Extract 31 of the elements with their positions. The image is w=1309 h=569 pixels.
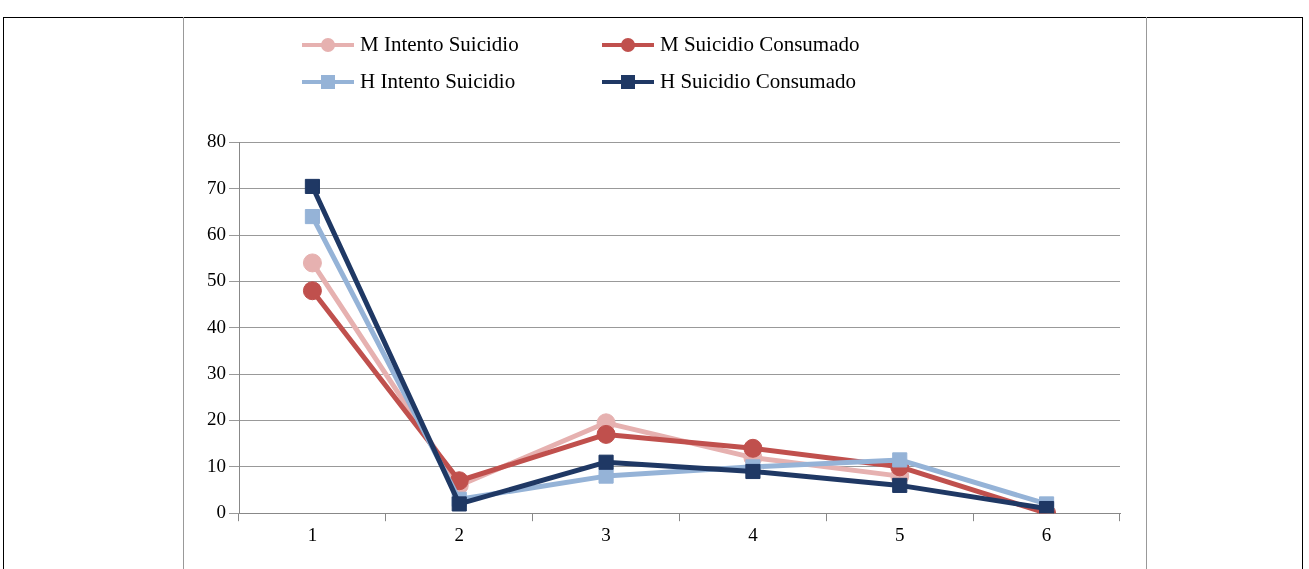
y-tick-label: 80 [207, 130, 226, 152]
x-tick-label: 1 [307, 523, 318, 545]
legend-label: H Intento Suicidio [360, 69, 516, 94]
point [743, 438, 763, 458]
point [892, 477, 908, 493]
y-tick-label: 10 [207, 454, 226, 476]
legend-label: M Intento Suicidio [360, 32, 519, 57]
x-tick-label: 6 [1041, 523, 1052, 545]
y-tick-label: 30 [207, 362, 226, 384]
x-tick-label: 5 [895, 523, 905, 545]
point [745, 463, 761, 480]
point [598, 454, 614, 470]
point [596, 424, 616, 444]
y-tick-label: 70 [207, 176, 226, 198]
x-tick-label: 2 [454, 523, 464, 545]
legend-label: M Suicidio Consumado [660, 32, 860, 57]
y-tick-label: 60 [207, 223, 226, 245]
y-tick-label: 20 [207, 408, 226, 430]
y-tick-label: 50 [207, 269, 226, 291]
y-tick-label: 0 [216, 501, 226, 523]
point [304, 178, 320, 194]
point [892, 452, 908, 468]
point [304, 208, 320, 225]
x-tick-label: 4 [748, 523, 759, 545]
point [302, 281, 322, 301]
point [451, 496, 467, 512]
point [598, 468, 614, 484]
point [302, 253, 322, 273]
y-tick-label: 40 [207, 315, 226, 337]
legend-label: H Suicidio Consumado [660, 69, 857, 94]
x-tick-label: 3 [601, 523, 611, 545]
